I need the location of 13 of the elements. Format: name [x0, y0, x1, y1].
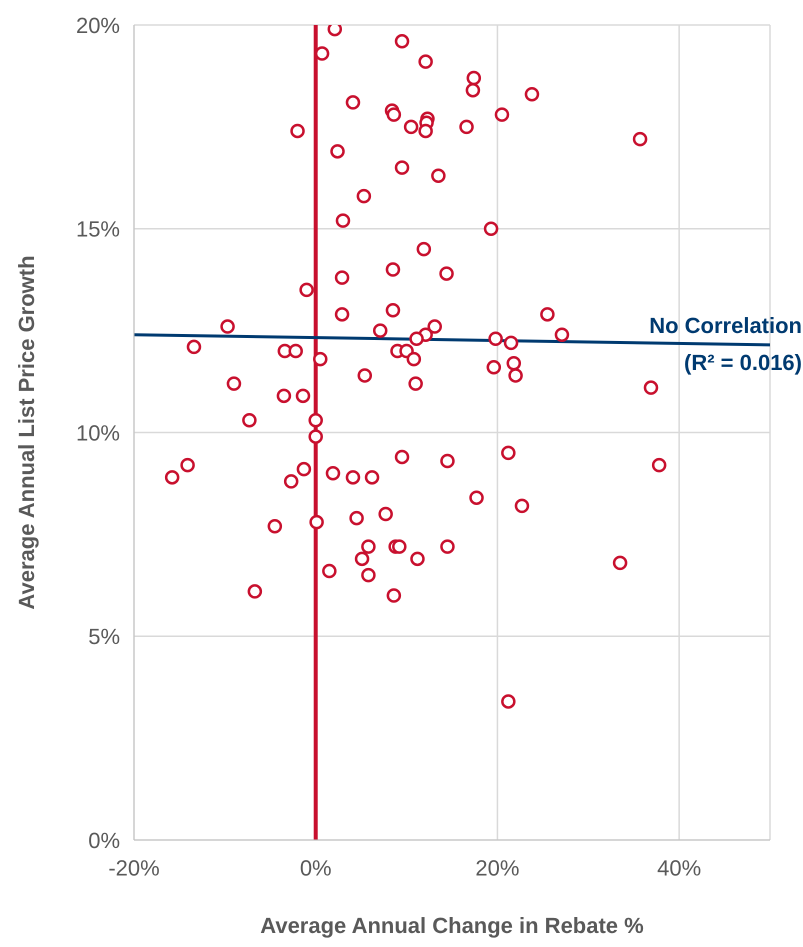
- y-tick-label: 10%: [76, 420, 120, 446]
- y-axis-title: Average Annual List Price Growth: [14, 255, 39, 610]
- x-axis-title: Average Annual Change in Rebate %: [260, 913, 644, 938]
- x-tick-label: 40%: [657, 856, 702, 881]
- y-tick-label: 5%: [88, 624, 120, 650]
- x-tick-label: 0%: [300, 856, 332, 881]
- y-tick-label: 20%: [76, 12, 120, 38]
- annotation: (R² = 0.016): [684, 350, 802, 376]
- x-tick-label: 20%: [475, 856, 520, 881]
- y-tick-label: 0%: [88, 828, 120, 853]
- y-tick-label: 15%: [76, 216, 120, 242]
- annotation: No Correlation: [649, 312, 802, 339]
- x-tick-label: -20%: [108, 856, 160, 881]
